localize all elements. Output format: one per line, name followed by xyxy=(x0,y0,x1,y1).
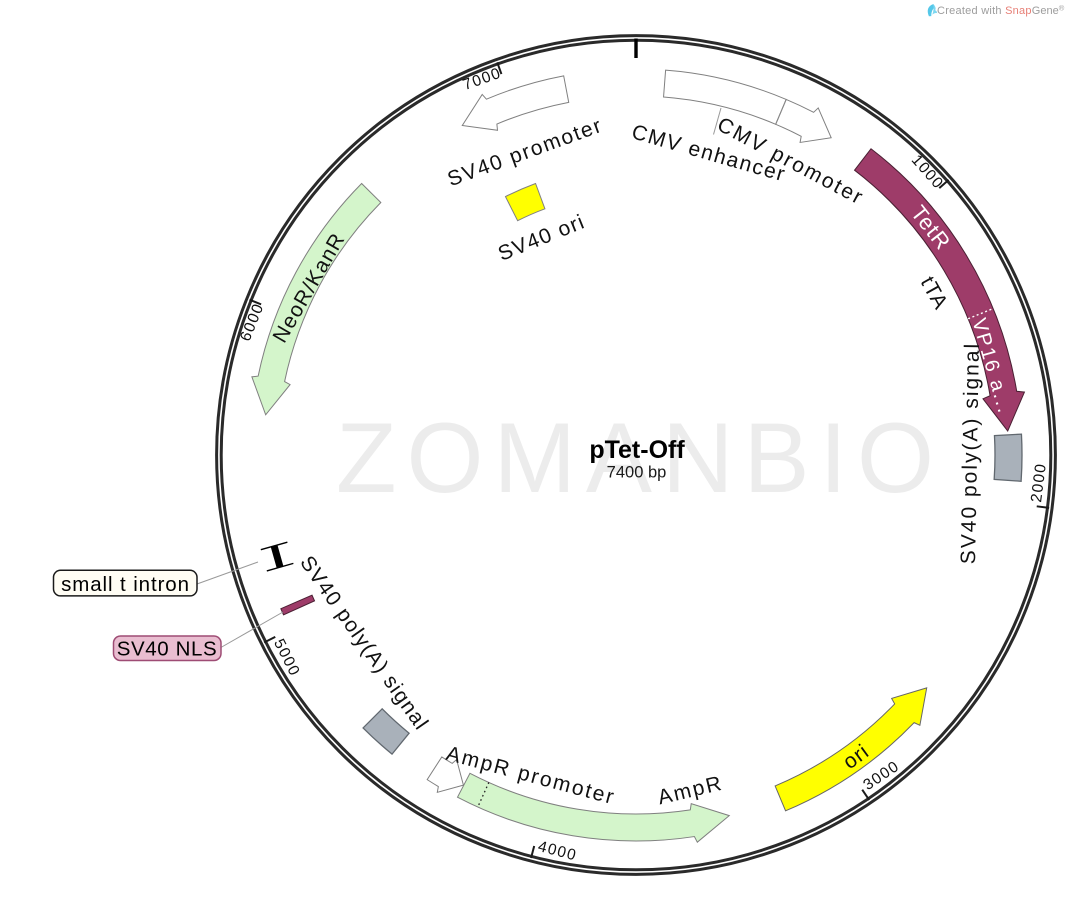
svg-text:SV40 NLS: SV40 NLS xyxy=(117,638,218,661)
svg-text:2000: 2000 xyxy=(1028,462,1050,504)
svg-text:ZOMANBIO: ZOMANBIO xyxy=(336,402,944,513)
svg-text:7400 bp: 7400 bp xyxy=(607,464,667,482)
svg-text:pTet-Off: pTet-Off xyxy=(589,436,685,464)
svg-text:Created with SnapGene®: Created with SnapGene® xyxy=(937,3,1065,16)
svg-text:small t intron: small t intron xyxy=(61,573,190,596)
svg-text:SV40 poly(A) signal: SV40 poly(A) signal xyxy=(957,342,984,565)
